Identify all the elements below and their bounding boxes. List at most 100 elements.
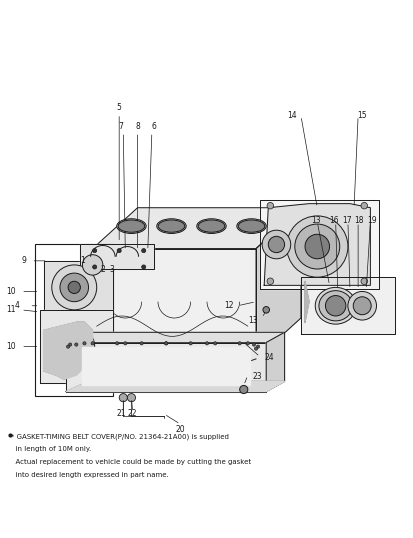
Ellipse shape — [116, 219, 146, 233]
Ellipse shape — [318, 291, 351, 321]
Text: * GASKET-TIMING BELT COVER(P/NO. 21364-21A00) is supplied: * GASKET-TIMING BELT COVER(P/NO. 21364-2… — [11, 433, 228, 440]
Text: in length of 10M only.: in length of 10M only. — [11, 446, 91, 452]
Circle shape — [117, 249, 121, 253]
Polygon shape — [66, 343, 266, 392]
Circle shape — [93, 265, 97, 269]
Circle shape — [254, 347, 257, 350]
Ellipse shape — [198, 220, 224, 232]
Circle shape — [294, 224, 339, 269]
Circle shape — [119, 394, 127, 402]
Circle shape — [347, 292, 375, 320]
Text: 6: 6 — [151, 122, 156, 131]
Polygon shape — [93, 249, 255, 359]
Circle shape — [237, 342, 241, 345]
Text: into desired length expressed in part name.: into desired length expressed in part na… — [11, 472, 168, 478]
Circle shape — [66, 345, 70, 348]
Polygon shape — [266, 332, 284, 392]
Circle shape — [256, 345, 259, 348]
Ellipse shape — [314, 287, 355, 324]
Circle shape — [74, 343, 78, 346]
Circle shape — [239, 385, 247, 394]
Polygon shape — [263, 204, 370, 285]
Polygon shape — [255, 208, 300, 359]
Bar — [36, 244, 113, 395]
Circle shape — [213, 342, 216, 345]
Text: 11: 11 — [6, 306, 16, 314]
Circle shape — [268, 236, 284, 253]
Circle shape — [91, 342, 94, 345]
Text: 9: 9 — [21, 256, 26, 265]
Circle shape — [286, 216, 347, 277]
Circle shape — [360, 278, 367, 285]
Circle shape — [69, 343, 71, 346]
Circle shape — [352, 297, 370, 315]
Text: 13: 13 — [248, 316, 257, 324]
Circle shape — [205, 342, 208, 345]
Circle shape — [115, 342, 119, 345]
Text: Actual replacement to vehicle could be made by cutting the gasket: Actual replacement to vehicle could be m… — [11, 459, 250, 465]
Circle shape — [189, 342, 192, 345]
Polygon shape — [66, 381, 284, 392]
Text: 2: 2 — [100, 265, 105, 273]
Ellipse shape — [158, 220, 184, 232]
Circle shape — [140, 342, 143, 345]
Polygon shape — [304, 281, 309, 322]
Text: 7: 7 — [119, 122, 123, 131]
Ellipse shape — [118, 220, 145, 232]
Circle shape — [123, 342, 127, 345]
Text: 14: 14 — [287, 111, 296, 121]
Text: 12: 12 — [223, 301, 233, 310]
Text: 18: 18 — [354, 216, 363, 225]
Text: 10: 10 — [6, 342, 16, 351]
Circle shape — [141, 265, 145, 269]
Circle shape — [325, 295, 345, 316]
Text: 16: 16 — [328, 216, 337, 225]
Circle shape — [304, 234, 329, 259]
Polygon shape — [82, 346, 249, 385]
Circle shape — [266, 278, 273, 285]
Circle shape — [252, 343, 255, 346]
Polygon shape — [43, 322, 93, 379]
Ellipse shape — [236, 219, 266, 233]
Circle shape — [266, 202, 273, 209]
Circle shape — [360, 202, 367, 209]
Text: 24: 24 — [264, 353, 273, 362]
Circle shape — [164, 342, 167, 345]
Ellipse shape — [157, 219, 186, 233]
Polygon shape — [259, 200, 377, 289]
Text: 3: 3 — [109, 265, 114, 273]
Circle shape — [164, 342, 167, 345]
Circle shape — [68, 281, 80, 294]
Text: 19: 19 — [367, 216, 376, 225]
Ellipse shape — [196, 219, 225, 233]
Circle shape — [127, 394, 135, 402]
Text: 5: 5 — [116, 103, 121, 112]
Polygon shape — [66, 332, 284, 343]
Ellipse shape — [237, 220, 264, 232]
Circle shape — [62, 334, 86, 359]
Text: 13: 13 — [311, 216, 320, 225]
Circle shape — [93, 249, 97, 253]
Text: 23: 23 — [252, 372, 262, 380]
Circle shape — [54, 326, 95, 367]
Polygon shape — [93, 208, 300, 249]
Circle shape — [60, 273, 88, 302]
Circle shape — [82, 254, 102, 275]
Circle shape — [141, 249, 145, 253]
Circle shape — [261, 230, 290, 259]
Polygon shape — [43, 261, 113, 314]
Text: 10: 10 — [6, 287, 16, 296]
Polygon shape — [40, 310, 113, 384]
Polygon shape — [80, 244, 154, 269]
Circle shape — [246, 342, 249, 345]
Text: 22: 22 — [128, 409, 137, 419]
Circle shape — [52, 265, 97, 310]
Text: 21: 21 — [116, 409, 126, 419]
Text: 8: 8 — [135, 122, 140, 131]
Text: 4: 4 — [15, 301, 20, 310]
Text: 20: 20 — [175, 424, 185, 434]
Text: 15: 15 — [356, 111, 366, 121]
Circle shape — [262, 307, 269, 313]
Text: 17: 17 — [342, 216, 351, 225]
Polygon shape — [300, 277, 394, 334]
